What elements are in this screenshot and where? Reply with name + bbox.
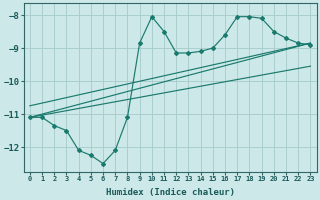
X-axis label: Humidex (Indice chaleur): Humidex (Indice chaleur) [106, 188, 235, 197]
